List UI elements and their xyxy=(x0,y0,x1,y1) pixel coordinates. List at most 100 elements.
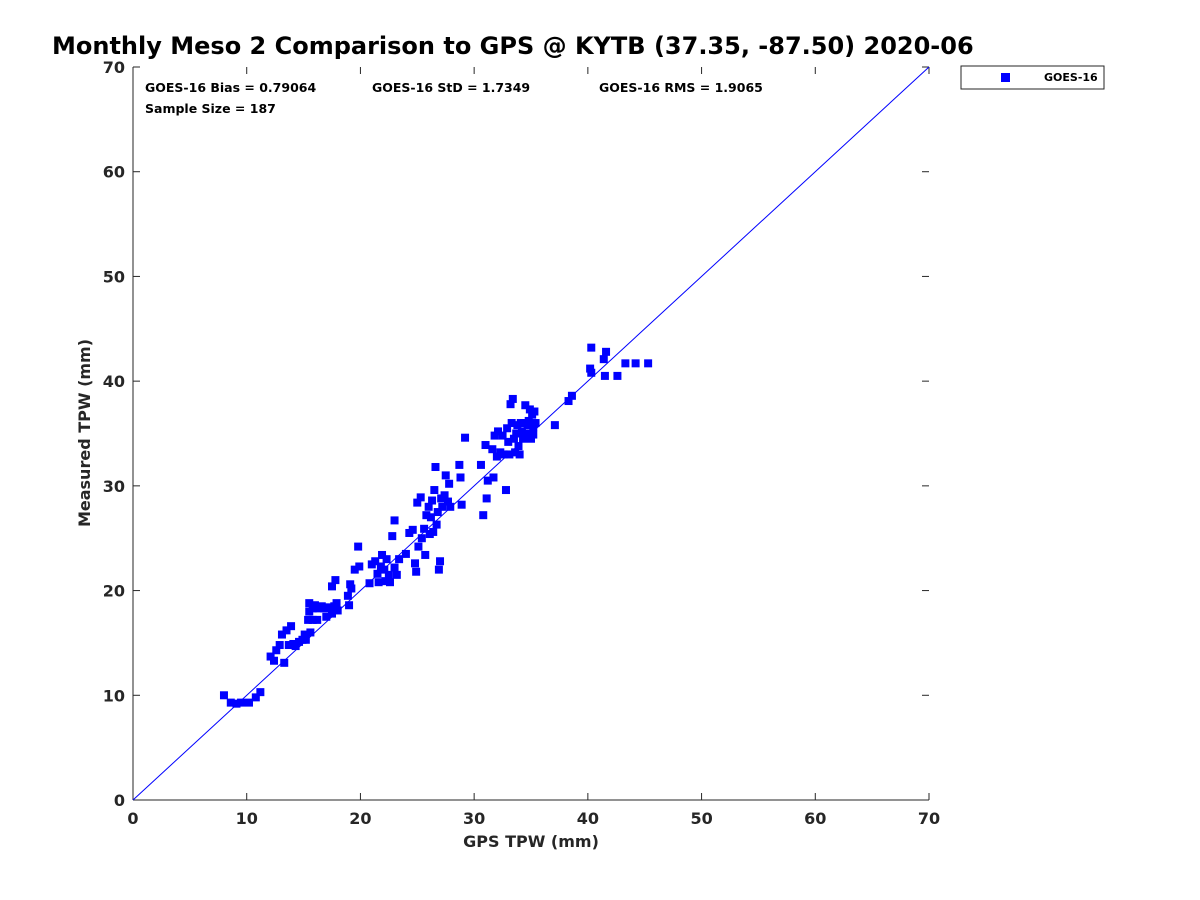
data-point xyxy=(428,496,437,505)
chart-title: Monthly Meso 2 Comparison to GPS @ KYTB … xyxy=(52,32,974,60)
data-point xyxy=(305,599,314,608)
std-annotation: GOES-16 StD = 1.7349 xyxy=(372,80,530,95)
data-point xyxy=(414,542,423,551)
data-point xyxy=(461,433,470,442)
data-point xyxy=(304,615,313,624)
data-point xyxy=(613,371,622,380)
data-point xyxy=(529,423,538,432)
x-tick-label: 50 xyxy=(690,809,712,828)
y-tick-label: 30 xyxy=(103,477,125,496)
data-point xyxy=(371,557,380,566)
data-point xyxy=(501,486,510,495)
data-point xyxy=(445,479,454,488)
data-point xyxy=(378,550,387,559)
data-point xyxy=(421,550,430,559)
data-point xyxy=(525,405,534,414)
data-point xyxy=(564,397,573,406)
data-point xyxy=(280,658,289,667)
data-point xyxy=(412,567,421,576)
data-point xyxy=(503,424,512,433)
data-point xyxy=(498,431,507,440)
data-point xyxy=(587,343,596,352)
data-point xyxy=(599,355,608,364)
data-point xyxy=(438,502,447,511)
x-tick-label: 70 xyxy=(918,809,940,828)
data-point xyxy=(411,559,420,568)
x-tick-label: 60 xyxy=(804,809,826,828)
data-point xyxy=(429,527,438,536)
data-point xyxy=(244,698,253,707)
data-point xyxy=(333,606,342,615)
data-point xyxy=(512,429,521,438)
y-tick-label: 0 xyxy=(114,791,125,810)
legend-marker xyxy=(1001,73,1010,82)
x-tick-label: 30 xyxy=(463,809,485,828)
data-point xyxy=(443,497,452,506)
data-point xyxy=(531,419,540,428)
bias-annotation: GOES-16 Bias = 0.79064 xyxy=(145,80,316,95)
data-point xyxy=(251,693,260,702)
y-tick-label: 20 xyxy=(103,582,125,601)
data-point xyxy=(514,442,523,451)
data-point xyxy=(388,532,397,541)
data-point xyxy=(275,641,284,650)
data-point xyxy=(446,502,455,511)
y-tick-label: 10 xyxy=(103,686,125,705)
data-point xyxy=(347,584,356,593)
data-point xyxy=(499,450,508,459)
data-point xyxy=(256,688,265,697)
data-point xyxy=(287,622,296,631)
data-point xyxy=(420,524,429,533)
data-point xyxy=(291,642,300,651)
data-point xyxy=(424,502,433,511)
data-point xyxy=(602,347,611,356)
data-point xyxy=(515,450,524,459)
data-point xyxy=(306,628,315,637)
data-point xyxy=(481,441,490,450)
data-point xyxy=(320,604,329,613)
data-point xyxy=(322,612,331,621)
data-point xyxy=(365,579,374,588)
data-point xyxy=(284,641,293,650)
x-axis-label: GPS TPW (mm) xyxy=(463,832,599,851)
data-point xyxy=(313,615,322,624)
data-point xyxy=(567,391,576,400)
data-point xyxy=(373,569,382,578)
data-point xyxy=(272,646,281,655)
y-tick-label: 60 xyxy=(103,163,125,182)
data-point xyxy=(476,460,485,469)
data-point xyxy=(392,570,401,579)
legend-label: GOES-16 xyxy=(1044,71,1098,84)
data-point xyxy=(355,562,364,571)
x-tick-label: 0 xyxy=(127,809,138,828)
data-point xyxy=(422,511,431,520)
data-point xyxy=(508,394,517,403)
data-point xyxy=(511,448,520,457)
data-point xyxy=(644,359,653,368)
data-point xyxy=(390,516,399,525)
data-point xyxy=(266,652,275,661)
data-point xyxy=(441,471,450,480)
data-point xyxy=(482,494,491,503)
data-point xyxy=(489,473,498,482)
data-point xyxy=(385,578,394,587)
x-tick-label: 10 xyxy=(236,809,258,828)
data-point xyxy=(350,565,359,574)
data-point xyxy=(417,534,426,543)
data-point xyxy=(277,630,286,639)
data-point xyxy=(457,500,466,509)
data-point xyxy=(328,609,336,618)
data-point xyxy=(390,563,399,572)
data-point xyxy=(382,555,391,564)
x-tick-label: 20 xyxy=(349,809,371,828)
data-point xyxy=(492,452,501,461)
data-point xyxy=(332,599,341,608)
data-point xyxy=(509,434,518,443)
y-tick-label: 70 xyxy=(103,58,125,77)
legend-box xyxy=(960,65,1105,90)
data-point xyxy=(381,577,390,586)
x-tick-label: 40 xyxy=(577,809,599,828)
data-point xyxy=(456,473,465,482)
data-point xyxy=(506,400,515,409)
data-point xyxy=(519,434,528,443)
